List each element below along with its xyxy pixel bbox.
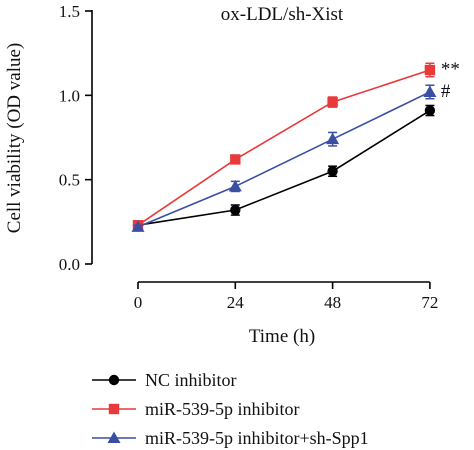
data-point (327, 166, 338, 177)
legend: NC inhibitor miR-539-5p inhibitor miR-539-… (92, 370, 369, 448)
data-point (327, 96, 338, 108)
legend-marker (108, 403, 120, 415)
axes: 0.0 0.5 1.0 1.5 0 24 48 72 (59, 2, 439, 312)
data-point (230, 204, 241, 216)
data-point (423, 85, 437, 97)
y-tick-label: 0.0 (59, 255, 80, 274)
series-0 (132, 104, 436, 231)
data-point (424, 64, 436, 76)
data-point (131, 220, 145, 232)
legend-item-2: miR-539-5p inhibitor+sh-Spp1 (92, 428, 369, 448)
data-point (326, 132, 340, 145)
legend-item-0: NC inhibitor (92, 370, 237, 390)
significance-mark: ** (441, 59, 460, 80)
x-tick-label: 0 (134, 293, 143, 312)
series-1 (132, 62, 436, 231)
legend-marker (107, 431, 121, 443)
y-tick-label: 0.5 (59, 171, 80, 190)
legend-label: NC inhibitor (145, 370, 237, 390)
chart-title: ox-LDL/sh-Xist (221, 4, 344, 25)
x-tick-label: 72 (421, 293, 438, 312)
plot-area: **# (131, 59, 460, 232)
legend-label: miR-539-5p inhibitor (145, 399, 300, 419)
series-line (137, 91, 431, 228)
series-2 (131, 84, 437, 232)
x-tick-label: 24 (227, 293, 245, 312)
data-point (228, 179, 242, 192)
x-axis-label: Time (h) (249, 326, 315, 347)
y-tick-label: 1.5 (59, 2, 80, 21)
y-axis-label: Cell viability (OD value) (4, 43, 25, 233)
significance-mark: # (441, 81, 451, 102)
data-point (230, 154, 241, 165)
legend-item-1: miR-539-5p inhibitor (92, 399, 300, 419)
legend-label: miR-539-5p inhibitor+sh-Spp1 (145, 428, 369, 448)
y-tick-label: 1.0 (59, 86, 80, 105)
data-point (424, 105, 436, 116)
legend-marker (108, 374, 120, 386)
series-line (137, 69, 431, 226)
series-line (137, 109, 431, 226)
x-tick-label: 48 (324, 293, 341, 312)
